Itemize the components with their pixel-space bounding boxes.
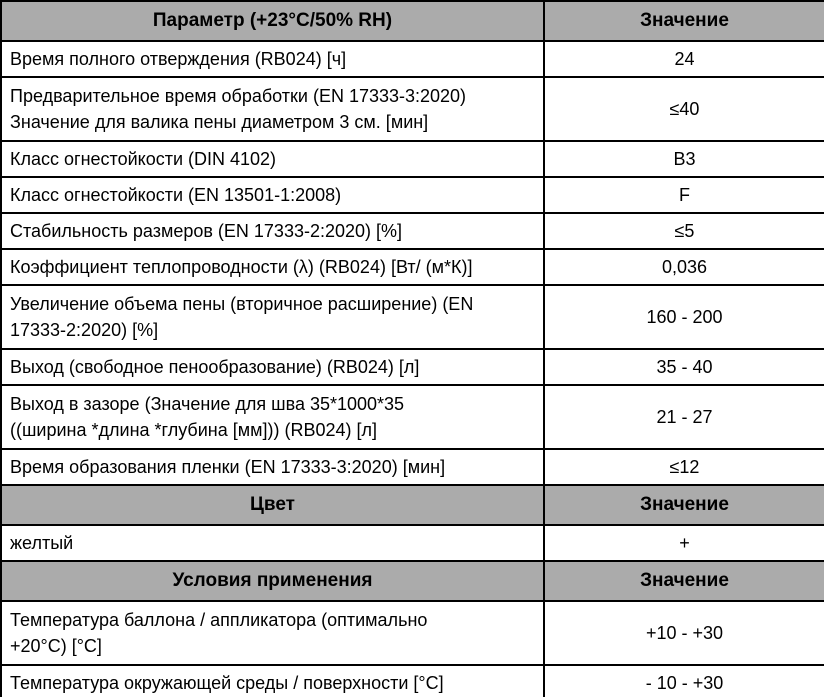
value-cell: 0,036	[543, 248, 824, 286]
table-row: Выход (свободное пенообразование) (RB024…	[0, 348, 824, 386]
value-cell: +10 - +30	[543, 600, 824, 666]
color-column-header: Цвет	[0, 484, 545, 526]
param-cell: Температура баллона / аппликатора (оптим…	[0, 600, 545, 666]
param-cell: Выход в зазоре (Значение для шва 35*1000…	[0, 384, 545, 450]
value-cell: - 10 - +30	[543, 664, 824, 697]
param-cell: Выход (свободное пенообразование) (RB024…	[0, 348, 545, 386]
conditions-column-header: Условия применения	[0, 560, 545, 602]
param-column-header: Параметр (+23°C/50% RH)	[0, 0, 545, 42]
table-header-row-color: Цвет Значение	[0, 484, 824, 526]
value-column-header: Значение	[543, 0, 824, 42]
value-cell: 160 - 200	[543, 284, 824, 350]
table-row: Температура окружающей среды / поверхнос…	[0, 664, 824, 697]
value-column-header: Значение	[543, 560, 824, 602]
param-cell: Стабильность размеров (EN 17333-2:2020) …	[0, 212, 545, 250]
value-cell: ≤40	[543, 76, 824, 142]
value-column-header: Значение	[543, 484, 824, 526]
param-cell: Время образования пленки (EN 17333-3:202…	[0, 448, 545, 486]
table-row: Температура баллона / аппликатора (оптим…	[0, 600, 824, 666]
param-cell: желтый	[0, 524, 545, 562]
table-row: Класс огнестойкости (EN 13501-1:2008) F	[0, 176, 824, 214]
value-cell: +	[543, 524, 824, 562]
param-cell: Температура окружающей среды / поверхнос…	[0, 664, 545, 697]
value-cell: 24	[543, 40, 824, 78]
table-header-row-conditions: Условия применения Значение	[0, 560, 824, 602]
table-row: желтый +	[0, 524, 824, 562]
param-cell: Увеличение объема пены (вторичное расшир…	[0, 284, 545, 350]
table-row: Предварительное время обработки (EN 1733…	[0, 76, 824, 142]
param-cell: Класс огнестойкости (EN 13501-1:2008)	[0, 176, 545, 214]
table-row: Увеличение объема пены (вторичное расшир…	[0, 284, 824, 350]
param-cell: Коэффициент теплопроводности (λ) (RB024)…	[0, 248, 545, 286]
value-cell: F	[543, 176, 824, 214]
param-cell: Время полного отверждения (RB024) [ч]	[0, 40, 545, 78]
table-row: Время полного отверждения (RB024) [ч] 24	[0, 40, 824, 78]
param-cell: Предварительное время обработки (EN 1733…	[0, 76, 545, 142]
table-row: Класс огнестойкости (DIN 4102) B3	[0, 140, 824, 178]
table-row: Коэффициент теплопроводности (λ) (RB024)…	[0, 248, 824, 286]
param-cell: Класс огнестойкости (DIN 4102)	[0, 140, 545, 178]
table-header-row-parameters: Параметр (+23°C/50% RH) Значение	[0, 0, 824, 42]
value-cell: B3	[543, 140, 824, 178]
value-cell: 21 - 27	[543, 384, 824, 450]
value-cell: ≤12	[543, 448, 824, 486]
value-cell: ≤5	[543, 212, 824, 250]
table-row: Время образования пленки (EN 17333-3:202…	[0, 448, 824, 486]
table-row: Стабильность размеров (EN 17333-2:2020) …	[0, 212, 824, 250]
value-cell: 35 - 40	[543, 348, 824, 386]
table-row: Выход в зазоре (Значение для шва 35*1000…	[0, 384, 824, 450]
